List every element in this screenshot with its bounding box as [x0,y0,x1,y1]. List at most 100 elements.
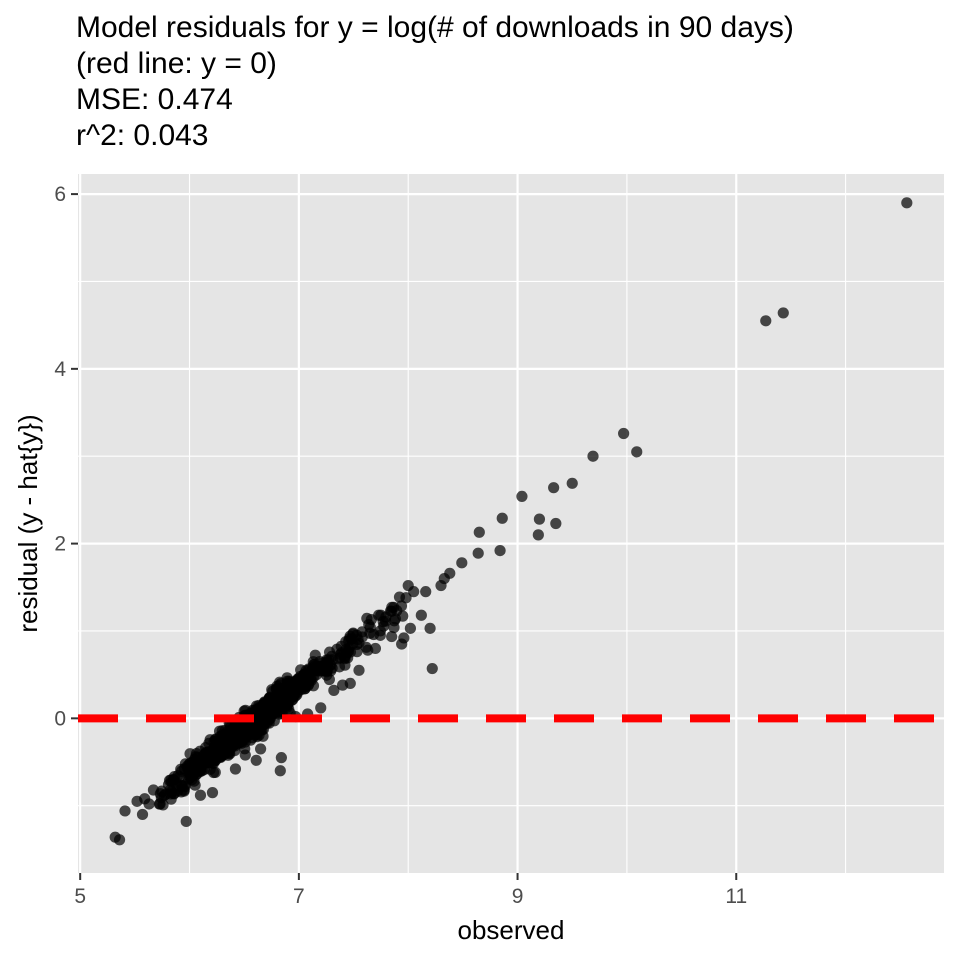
y-tick-label: 2 [54,533,66,556]
data-point [420,586,432,598]
data-point [143,798,155,810]
data-point [275,752,287,764]
data-point [362,644,374,656]
data-point [274,765,286,777]
data-point [206,787,219,799]
data-point [291,679,303,691]
data-point [321,669,333,681]
data-point [328,684,340,696]
chart-title-line-3: MSE: 0.474 [76,83,233,116]
axis-ticks [71,193,738,880]
data-point [208,753,220,765]
data-point [472,547,484,559]
data-point [250,754,262,766]
data-point [163,774,176,787]
data-point [255,743,267,755]
y-axis-label: residual (y - hat{y}) [13,414,43,632]
data-point [131,795,143,807]
data-point [178,784,190,796]
x-axis-tick-labels: 5 7 9 11 [74,885,747,908]
data-point [404,622,416,634]
data-point [275,699,288,711]
data-point [353,664,365,676]
y-tick-label: 0 [54,707,66,730]
y-axis-tick-labels: 0 2 4 6 [54,183,66,730]
data-point [631,446,643,458]
data-point [494,544,506,557]
data-point [267,704,279,716]
minor-gridlines [78,174,944,873]
data-point [351,629,363,641]
data-point [364,621,376,633]
data-point [473,526,485,538]
x-tick-label: 9 [512,885,524,908]
data-point [334,648,347,660]
data-point [550,517,562,530]
data-point [618,427,630,440]
chart-title-line-2: (red line: y = 0) [76,47,277,80]
x-tick-label: 11 [725,885,747,908]
data-point [337,679,349,691]
data-point [396,638,408,650]
data-point [239,726,251,738]
data-point [548,482,560,494]
data-point [378,620,390,632]
data-point [435,579,447,592]
y-tick-label: 4 [54,358,66,381]
data-point [408,586,420,598]
data-point [216,725,228,737]
data-point [587,450,599,462]
data-point [516,490,528,503]
data-point [424,622,436,634]
data-point [239,749,251,761]
data-point [119,805,131,817]
data-point [397,610,409,622]
data-point [157,799,169,811]
data-point [566,477,578,489]
data-point [228,732,240,744]
data-point [532,529,544,541]
data-point [194,765,206,778]
data-point [282,677,294,689]
x-tick-label: 5 [74,885,86,908]
data-point [344,646,357,658]
data-point [188,775,200,787]
data-point [113,834,126,846]
data-point [496,512,508,524]
data-point [375,609,387,621]
data-point [136,808,149,821]
data-point [207,766,220,779]
data-point [777,307,789,319]
data-point [321,658,333,670]
data-point [198,749,210,761]
data-point [456,557,468,569]
data-point [158,789,170,801]
data-point [533,513,546,525]
data-point [222,746,234,758]
chart-title-line-1: Model residuals for y = log(# of downloa… [76,11,794,44]
data-point [415,609,427,621]
data-point [194,789,207,801]
x-axis-label: observed [458,915,565,945]
y-tick-label: 6 [54,183,66,206]
data-point [386,630,398,643]
chart-title: Model residuals for y = log(# of downloa… [76,10,794,154]
data-point [760,315,772,327]
data-point [901,197,913,209]
major-gridlines [78,174,944,873]
data-point [323,646,336,658]
data-point [229,763,242,775]
data-point [147,784,160,796]
x-tick-label: 7 [293,885,305,908]
data-point [386,601,398,613]
data-point [426,662,438,675]
data-point [268,715,280,727]
data-point [229,723,241,735]
chart-title-line-4: r^2: 0.043 [76,119,209,152]
data-point [180,815,192,828]
data-point [400,592,412,604]
data-point [388,621,400,634]
data-point [315,702,327,714]
